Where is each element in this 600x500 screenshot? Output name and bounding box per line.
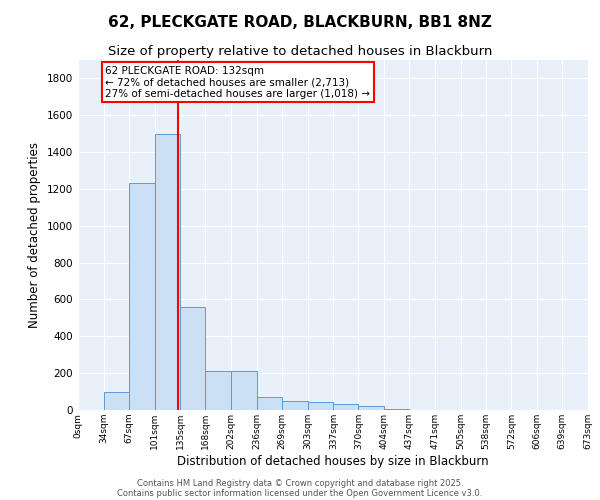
Bar (384, 409, 409, 410)
Bar (358, 406, 384, 410)
Text: Size of property relative to detached houses in Blackburn: Size of property relative to detached ho… (108, 45, 492, 58)
Text: 62, PLECKGATE ROAD, BLACKBURN, BB1 8NZ: 62, PLECKGATE ROAD, BLACKBURN, BB1 8NZ (108, 15, 492, 30)
Bar (104, 392, 129, 410)
Bar (334, 404, 358, 410)
Bar (282, 401, 308, 410)
Bar (257, 397, 282, 410)
X-axis label: Distribution of detached houses by size in Blackburn: Distribution of detached houses by size … (177, 454, 489, 468)
Y-axis label: Number of detached properties: Number of detached properties (28, 142, 41, 328)
Bar (231, 372, 257, 410)
Bar (308, 402, 334, 410)
Text: Contains HM Land Registry data © Crown copyright and database right 2025.: Contains HM Land Registry data © Crown c… (137, 478, 463, 488)
Bar (155, 134, 181, 410)
Text: Contains public sector information licensed under the Open Government Licence v3: Contains public sector information licen… (118, 488, 482, 498)
Bar (181, 307, 205, 410)
Bar (129, 184, 155, 410)
Bar (205, 372, 231, 410)
Text: 62 PLECKGATE ROAD: 132sqm
← 72% of detached houses are smaller (2,713)
27% of se: 62 PLECKGATE ROAD: 132sqm ← 72% of detac… (105, 66, 370, 98)
